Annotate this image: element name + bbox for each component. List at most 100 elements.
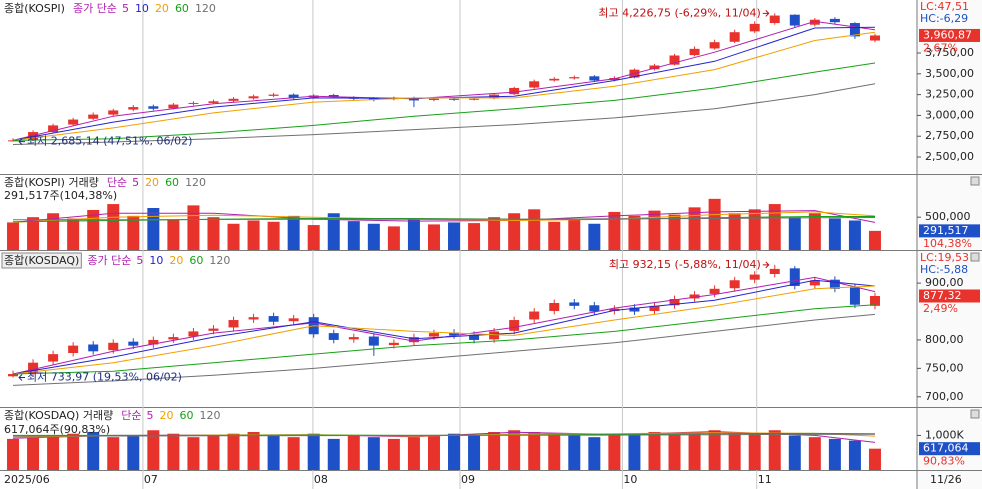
candle-body (629, 307, 640, 312)
volume-bar (207, 435, 220, 470)
legend-entry: 120 (209, 254, 230, 267)
volume-bar (828, 218, 841, 250)
volume-bar (127, 215, 140, 250)
candle-body (168, 104, 179, 109)
moving-average (12, 433, 876, 437)
close-button[interactable] (970, 252, 980, 262)
candle-body (709, 42, 720, 49)
change-label: 90,83% (923, 455, 965, 468)
candle-body (689, 294, 700, 299)
candle-body (288, 318, 299, 322)
y-tick-label: 800,00 (925, 333, 964, 346)
volume-bar (407, 437, 420, 470)
moving-average (12, 285, 876, 375)
volume-bar (588, 223, 601, 250)
candle-body (268, 316, 279, 322)
volume-bar (67, 218, 80, 250)
last-value-label: 291,517 (923, 224, 969, 237)
candle-body (689, 48, 700, 56)
volume-bar (768, 204, 781, 250)
volume-bar (167, 433, 180, 470)
x-tick-label: 09 (461, 473, 475, 486)
volume-bar (728, 213, 741, 250)
volume-bar (868, 448, 881, 470)
hc-label: HC:-5,88 (920, 263, 968, 276)
volume-bar (648, 431, 661, 470)
candle-body (589, 76, 600, 81)
change-label: 2,49% (923, 302, 958, 315)
candle-body (108, 110, 119, 115)
candle-body (669, 299, 680, 306)
volume-bar (287, 437, 300, 470)
candle-body (829, 18, 840, 23)
volume-bar (588, 437, 601, 470)
last-value-box (919, 289, 980, 303)
ma-label: 종가 단순 (73, 2, 117, 15)
volume-bar (127, 435, 140, 470)
legend-entry: 5 (136, 254, 143, 267)
candle-body (649, 65, 660, 70)
candle-body (569, 302, 580, 306)
close-button[interactable] (970, 409, 980, 419)
volume-bar (628, 435, 641, 470)
volume-bar (347, 435, 360, 470)
low-annotation: 최저 2,685,14 (47,51%, 06/02) (27, 135, 192, 148)
candle-body (268, 94, 279, 96)
candle-body (248, 96, 259, 99)
volume-bar (608, 211, 621, 250)
volume-bar (227, 433, 240, 470)
candle-body (8, 374, 19, 377)
volume-bar (748, 209, 761, 250)
candle-body (749, 274, 760, 280)
volume-bar (107, 204, 120, 250)
last-value-box (919, 442, 980, 456)
lc-label: LC:19,53 (920, 251, 969, 264)
volume-bar (488, 217, 501, 250)
volume-bar (247, 431, 260, 470)
legend-entry: 120 (199, 409, 220, 422)
volume-bar (788, 217, 801, 250)
candle-body (248, 317, 259, 320)
last-value-box (919, 224, 980, 238)
volume-bar (488, 431, 501, 470)
x-tick-label: 07 (144, 473, 158, 486)
candle-body (509, 87, 520, 95)
candle-body (68, 345, 79, 354)
candle-body (328, 95, 339, 98)
panel-title: 종합(KOSDAQ) (4, 254, 79, 267)
candle-body (609, 308, 620, 311)
volume-bar (808, 437, 821, 470)
volume-bar (367, 437, 380, 470)
volume-bar (7, 222, 20, 250)
candle-body (48, 354, 59, 362)
volume-bar (287, 215, 300, 250)
volume-bar (688, 207, 701, 250)
volume-bar (668, 433, 681, 470)
candle-body (449, 98, 460, 100)
volume-bar (147, 430, 160, 470)
volume-bar (267, 435, 280, 470)
volume-bar (868, 230, 881, 250)
volume-bar (848, 220, 861, 250)
volume-bar (608, 433, 621, 470)
volume-bar (548, 433, 561, 470)
y-tick-label: 2,500,00 (925, 150, 974, 163)
volume-bar (387, 226, 400, 250)
panel-title: 종합(KOSPI) (4, 2, 65, 15)
volume-bar (448, 222, 461, 250)
legend-entry: 60 (179, 409, 193, 422)
annotation-arrow (762, 9, 770, 17)
close-button[interactable] (970, 176, 980, 186)
volume-bar (87, 431, 100, 470)
legend-entry: 20 (169, 254, 183, 267)
candle-body (809, 19, 820, 25)
candle-body (589, 305, 600, 312)
volume-bar (688, 431, 701, 470)
candle-body (408, 337, 419, 343)
candle-body (188, 331, 199, 337)
volume-bar (668, 214, 681, 250)
volume-bar (648, 210, 661, 250)
legend-entry: 5 (146, 409, 153, 422)
legend-entry: 20 (159, 409, 173, 422)
candle-body (489, 331, 500, 340)
